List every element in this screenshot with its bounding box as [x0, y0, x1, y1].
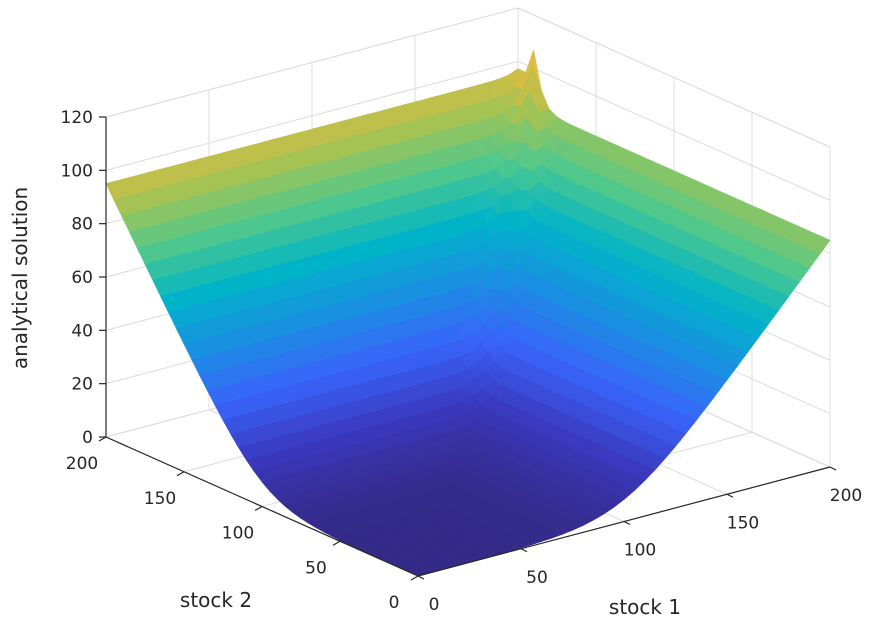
grid-box-edge [105, 7, 519, 118]
grid-box-edge [517, 7, 831, 148]
y-tick-label: 0 [389, 593, 400, 613]
z-tick-label: 60 [71, 268, 93, 288]
x-axis-label: stock 1 [609, 595, 681, 619]
x-tick-mark [726, 493, 734, 498]
z-tick-label: 0 [82, 428, 93, 448]
x-tick-mark [417, 575, 425, 580]
axes: 0 50 100 150 200 0 50 100 150 200 0 20 40 60 80 100 120 [61, 108, 863, 615]
y-tick-mark [332, 540, 341, 546]
z-tick-label: 120 [61, 108, 93, 128]
y-tick-mark [410, 575, 419, 581]
grid-wall-z [517, 60, 831, 201]
surface-patches [105, 49, 831, 577]
z-tick-label: 80 [71, 215, 93, 235]
x-tick-mark [829, 466, 837, 471]
y-tick-mark [176, 471, 185, 477]
z-axis-label: analytical solution [8, 187, 32, 369]
x-tick-label: 0 [429, 595, 440, 615]
x-tick-mark [520, 548, 528, 553]
y-tick-label: 100 [222, 524, 254, 544]
x-tick-label: 100 [624, 541, 656, 561]
z-tick-label: 40 [71, 321, 93, 341]
x-tick-label: 50 [526, 568, 548, 588]
x-tick-label: 200 [830, 486, 862, 506]
y-axis-label: stock 2 [180, 588, 252, 612]
x-tick-mark [623, 520, 631, 526]
z-tick-label: 20 [71, 375, 93, 395]
y-tick-mark [254, 505, 263, 512]
z-tick-label: 100 [61, 161, 93, 181]
y-tick-label: 200 [66, 454, 98, 474]
y-tick-label: 50 [305, 558, 327, 578]
y-tick-mark [98, 436, 107, 442]
y-tick-label: 150 [144, 489, 176, 509]
grid-wall-z [105, 60, 519, 171]
x-tick-label: 150 [727, 513, 759, 533]
